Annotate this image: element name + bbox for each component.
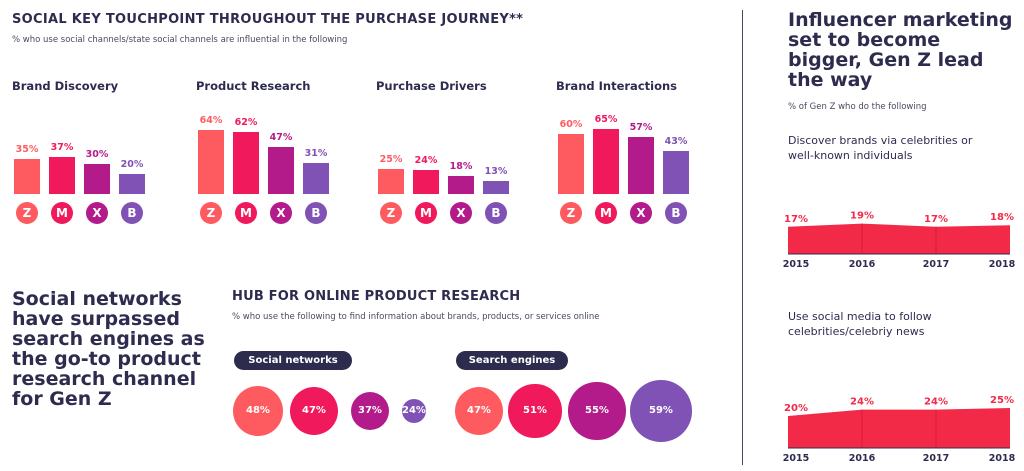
generation-badge-B: B xyxy=(121,202,143,224)
generation-badge-M: M xyxy=(51,202,73,224)
social-networks-pill: Social networks xyxy=(234,351,352,370)
bar-M xyxy=(413,170,439,194)
bar-group-title: Product Research xyxy=(196,79,311,93)
bar-value-label: 47% xyxy=(269,132,293,143)
bar-group-title: Brand Discovery xyxy=(12,79,119,93)
generation-badge-X: X xyxy=(630,202,652,224)
generation-badge-Z: Z xyxy=(200,202,222,224)
bar-Z xyxy=(558,134,584,194)
hub-title: HUB FOR ONLINE PRODUCT RESEARCH xyxy=(232,289,521,304)
search-bubble-Z: 47% xyxy=(454,386,504,436)
bar-value-label: 25% xyxy=(379,154,403,165)
social-bubble-B: 24% xyxy=(401,398,427,424)
area-value-label: 20% xyxy=(784,403,808,414)
x-tick-label: 2016 xyxy=(849,259,876,270)
bar-X xyxy=(268,147,294,194)
bar-value-label: 65% xyxy=(594,114,618,125)
bar-value-label: 64% xyxy=(199,115,223,126)
bar-Z xyxy=(378,169,404,194)
x-tick-label: 2016 xyxy=(849,453,876,464)
generation-badge-M: M xyxy=(595,202,617,224)
bar-Z xyxy=(14,159,40,194)
generation-badge-Z: Z xyxy=(16,202,38,224)
x-tick-label: 2017 xyxy=(923,453,949,464)
x-tick-label: 2015 xyxy=(783,453,809,464)
area-chart-discover-brands: 17% 2015 19% 2016 17% 2017 18% 2018 xyxy=(783,211,1016,270)
bar-value-label: 24% xyxy=(414,155,438,166)
bar-value-label: 60% xyxy=(559,119,583,130)
vertical-divider xyxy=(742,10,743,465)
x-tick-label: 2017 xyxy=(923,259,949,270)
bar-value-label: 13% xyxy=(484,166,508,177)
bar-X xyxy=(628,137,654,194)
area-value-label: 18% xyxy=(990,212,1014,223)
generation-badge-X: X xyxy=(270,202,292,224)
area-value-label: 24% xyxy=(850,397,874,408)
bar-X xyxy=(448,176,474,194)
bar-value-label: 30% xyxy=(85,149,109,160)
hub-subtitle: % who use the following to find informat… xyxy=(232,312,600,322)
bar-B xyxy=(663,151,689,194)
right-headline: Influencer marketing set to become bigge… xyxy=(788,9,1013,91)
bar-B xyxy=(119,174,145,194)
bar-value-label: 31% xyxy=(304,148,328,159)
area-fill xyxy=(788,408,1010,448)
search-bubble-M: 51% xyxy=(508,384,562,438)
bar-B xyxy=(303,163,329,194)
generation-badge-B: B xyxy=(485,202,507,224)
generation-badge-X: X xyxy=(86,202,108,224)
generation-badge-X: X xyxy=(450,202,472,224)
generation-badge-M: M xyxy=(235,202,257,224)
bar-value-label: 35% xyxy=(15,144,39,155)
generation-badge-B: B xyxy=(305,202,327,224)
bar-group-title: Purchase Drivers xyxy=(376,79,487,93)
generation-badge-M: M xyxy=(415,202,437,224)
bar-group-title: Brand Interactions xyxy=(556,79,678,93)
search-engines-pill: Search engines xyxy=(456,351,568,370)
section-title: SOCIAL KEY TOUCHPOINT THROUGHOUT THE PUR… xyxy=(12,12,524,27)
area-value-label: 17% xyxy=(924,214,948,225)
headline-left: Social networks have surpassed search en… xyxy=(12,288,205,410)
bar-value-label: 18% xyxy=(449,161,473,172)
area-value-label: 25% xyxy=(990,395,1014,406)
bar-M xyxy=(49,157,75,194)
bar-value-label: 37% xyxy=(50,142,74,153)
x-tick-label: 2018 xyxy=(989,259,1016,270)
area-chart-1-title: Discover brands via celebrities or well-… xyxy=(788,134,973,162)
x-tick-label: 2015 xyxy=(783,259,809,270)
bar-B xyxy=(483,181,509,194)
social-bubble-Z: 48% xyxy=(233,386,283,436)
generation-badge-Z: Z xyxy=(380,202,402,224)
right-subtitle: % of Gen Z who do the following xyxy=(788,102,927,112)
bar-Z xyxy=(198,130,224,194)
area-value-label: 17% xyxy=(784,214,808,225)
bar-M xyxy=(233,132,259,194)
bar-value-label: 43% xyxy=(664,136,688,147)
bar-X xyxy=(84,164,110,194)
bar-M xyxy=(593,129,619,194)
section-subtitle: % who use social channels/state social c… xyxy=(12,35,348,45)
generation-badge-B: B xyxy=(665,202,687,224)
search-bubble-X: 55% xyxy=(568,382,626,440)
bar-value-label: 62% xyxy=(234,117,258,128)
social-bubble-M: 47% xyxy=(289,386,339,436)
social-bubble-X: 37% xyxy=(350,391,390,431)
bar-value-label: 20% xyxy=(120,159,144,170)
area-value-label: 24% xyxy=(924,397,948,408)
area-value-label: 19% xyxy=(850,211,874,222)
area-fill xyxy=(788,223,1010,254)
area-chart-2-title: Use social media to follow celebrities/c… xyxy=(788,310,932,338)
x-tick-label: 2018 xyxy=(989,453,1016,464)
search-bubble-B: 59% xyxy=(630,380,692,442)
bar-value-label: 57% xyxy=(629,122,653,133)
generation-badge-Z: Z xyxy=(560,202,582,224)
area-chart-follow-celebrities: 20% 2015 24% 2016 24% 2017 25% 2018 xyxy=(783,395,1016,464)
